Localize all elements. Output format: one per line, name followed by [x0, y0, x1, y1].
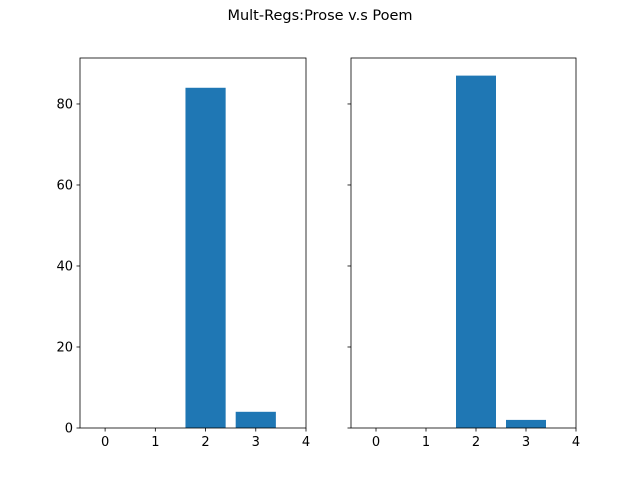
x-tick-label-2-1: 1 [422, 435, 430, 450]
y-tick-label-1-2: 40 [56, 259, 73, 274]
bar-2-3 [506, 419, 546, 428]
x-tick-label-1-0: 0 [101, 435, 109, 450]
y-tick-label-1-1: 20 [56, 340, 73, 355]
y-tick-label-1-0: 0 [65, 422, 73, 437]
x-tick-label-2-4: 4 [572, 435, 580, 450]
bar-1-2 [185, 87, 226, 429]
bar-1-3 [235, 411, 276, 428]
bar-2-2 [456, 75, 496, 428]
x-tick-label-1-1: 1 [151, 435, 159, 450]
figure-title: Mult-Regs:Prose v.s Poem [227, 8, 413, 24]
y-tick-label-1-4: 80 [56, 97, 73, 112]
x-tick-label-2-2: 2 [472, 435, 480, 450]
subplot-2: 0 1 2 3 4 [347, 57, 580, 450]
x-tick-label-2-3: 3 [522, 435, 530, 450]
x-tick-label-1-4: 4 [302, 435, 310, 450]
x-tick-label-1-3: 3 [252, 435, 260, 450]
axes-frame-2 [350, 57, 577, 429]
x-tick-label-2-0: 0 [372, 435, 380, 450]
y-tick-label-1-3: 60 [56, 178, 73, 193]
x-tick-label-1-2: 2 [201, 435, 209, 450]
axes-frame-1 [79, 57, 307, 429]
